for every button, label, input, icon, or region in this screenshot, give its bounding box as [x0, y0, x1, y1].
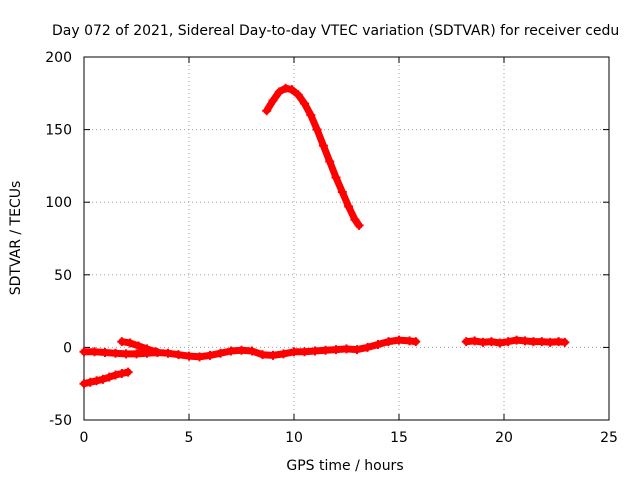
data-point-marker	[163, 348, 173, 358]
data-point-marker	[216, 348, 225, 358]
data-point-marker	[85, 377, 95, 387]
data-point-marker	[281, 83, 291, 93]
data-point-marker	[79, 347, 89, 357]
data-point-marker	[123, 367, 133, 377]
data-point-marker	[528, 337, 538, 347]
data-point-marker	[100, 347, 110, 357]
data-point-marker	[470, 336, 480, 346]
data-point-marker	[306, 110, 316, 120]
data-point-marker	[545, 337, 555, 347]
x-axis-label: GPS time / hours	[286, 458, 403, 474]
series-track-early-bump	[117, 337, 160, 357]
data-point-marker	[312, 125, 322, 135]
series-track-late	[461, 335, 570, 348]
data-point-marker	[337, 187, 347, 197]
data-point-marker	[174, 350, 183, 360]
data-point-marker	[560, 337, 570, 347]
data-point-marker	[237, 345, 246, 355]
y-tick-label: -50	[49, 413, 72, 429]
data-point-marker	[226, 346, 236, 356]
y-tick-label: 100	[45, 195, 72, 211]
data-point-marker	[258, 350, 267, 360]
data-point-marker	[495, 338, 505, 348]
series-layer	[79, 83, 570, 389]
x-tick-label: 15	[390, 430, 408, 446]
data-point-marker	[394, 335, 404, 345]
data-point-marker	[268, 96, 278, 106]
data-point-marker	[262, 106, 272, 116]
data-point-marker	[184, 351, 194, 361]
data-point-marker	[90, 347, 99, 357]
data-point-marker	[344, 202, 354, 212]
data-point-marker	[287, 85, 297, 95]
data-point-marker	[354, 220, 364, 230]
y-tick-label: 0	[63, 340, 72, 356]
data-point-marker	[411, 337, 421, 347]
x-tick-label: 10	[285, 430, 303, 446]
data-point-marker	[117, 369, 127, 379]
data-point-marker	[79, 379, 89, 389]
data-point-marker	[268, 350, 278, 360]
data-point-marker	[461, 337, 471, 347]
data-point-marker	[293, 90, 303, 100]
data-point-marker	[111, 348, 120, 358]
grid	[84, 57, 609, 420]
data-point-marker	[300, 347, 309, 357]
data-point-marker	[318, 141, 328, 151]
data-point-marker	[331, 173, 341, 183]
data-point-marker	[289, 347, 299, 357]
x-tick-label: 20	[495, 430, 513, 446]
data-point-marker	[384, 337, 393, 347]
series-band	[263, 84, 363, 229]
data-point-marker	[478, 337, 488, 347]
series-track-high-arc	[262, 83, 364, 230]
x-tick-label: 0	[80, 430, 89, 446]
data-point-marker	[373, 339, 383, 349]
plot-frame	[83, 56, 610, 421]
data-point-marker	[92, 376, 102, 386]
data-point-marker	[132, 349, 141, 359]
data-point-marker	[537, 337, 547, 347]
data-point-marker	[310, 346, 320, 356]
data-point-marker	[142, 344, 152, 354]
data-point-marker	[111, 370, 120, 380]
data-point-marker	[117, 337, 127, 347]
data-point-marker	[325, 157, 335, 167]
data-point-marker	[98, 374, 108, 384]
y-axis-label: SDTVAR / TECUs	[8, 181, 24, 296]
series-track-early-low	[79, 367, 133, 389]
x-tick-label: 5	[185, 430, 194, 446]
data-point-marker	[247, 346, 257, 356]
data-point-marker	[195, 352, 204, 362]
data-point-marker	[134, 341, 144, 351]
data-point-marker	[331, 345, 341, 355]
data-point-marker	[274, 87, 284, 97]
x-tick-label: 25	[600, 430, 618, 446]
data-point-marker	[104, 372, 114, 382]
data-point-marker	[150, 347, 160, 357]
y-tick-label: 50	[54, 268, 72, 284]
data-point-marker	[125, 338, 135, 348]
data-point-marker	[279, 349, 288, 359]
data-point-marker	[321, 345, 330, 355]
data-point-marker	[363, 342, 372, 352]
data-point-marker	[352, 345, 362, 355]
data-point-marker	[503, 337, 513, 347]
data-point-marker	[205, 350, 215, 360]
data-point-marker	[512, 335, 522, 345]
y-tick-label: 200	[45, 50, 72, 66]
data-point-marker	[300, 98, 309, 108]
axes: 0 5 10 15 20 25 -50 0 50 100 150 200	[45, 50, 618, 446]
data-point-marker	[520, 336, 530, 346]
data-point-marker	[350, 215, 360, 225]
chart-title: Day 072 of 2021, Sidereal Day-to-day VTE…	[52, 23, 619, 39]
y-tick-label: 150	[45, 123, 72, 139]
data-point-marker	[342, 344, 351, 354]
data-point-marker	[486, 337, 496, 347]
data-point-marker	[121, 349, 131, 359]
